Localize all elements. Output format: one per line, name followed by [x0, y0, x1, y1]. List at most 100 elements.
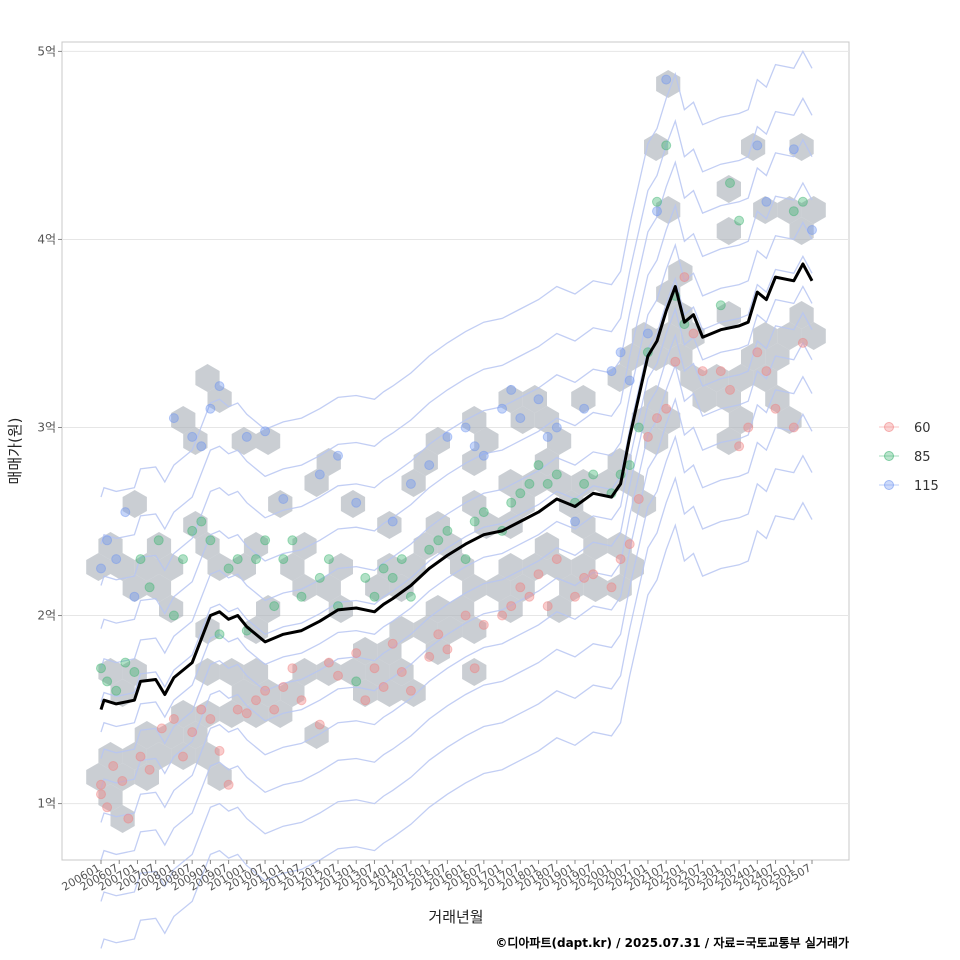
point-60 — [551, 554, 562, 565]
hex-bin — [510, 574, 535, 602]
hex-bin — [547, 553, 572, 581]
hex-bin — [680, 364, 705, 392]
point-60 — [360, 695, 371, 706]
hex-bin — [704, 364, 729, 392]
hex-bin — [207, 553, 232, 581]
point-115 — [497, 403, 508, 414]
point-85 — [214, 629, 225, 640]
point-85 — [542, 478, 553, 489]
density-contour — [100, 341, 813, 789]
point-85 — [360, 572, 371, 583]
density-contour — [100, 412, 813, 861]
hex-bin — [98, 784, 123, 812]
point-60 — [615, 554, 626, 565]
point-60 — [214, 745, 225, 756]
hex-bin — [122, 574, 147, 602]
point-115 — [579, 403, 590, 414]
point-60 — [715, 366, 726, 377]
hex-bin — [146, 574, 172, 602]
point-115 — [624, 375, 635, 386]
hex-bin — [195, 742, 220, 770]
hex-bin — [256, 427, 281, 455]
hex-bin — [98, 532, 123, 560]
legend-item-60[interactable]: 60 — [879, 421, 931, 436]
y-axis-title: 매매가(원) — [6, 418, 24, 485]
hex-bin — [231, 427, 256, 455]
hex-bin — [292, 532, 317, 560]
hex-bin — [377, 679, 402, 707]
trend-line-group — [99, 262, 814, 711]
point-115 — [96, 563, 106, 574]
point-60 — [497, 610, 508, 621]
hex-bins — [86, 70, 826, 833]
density-contour — [100, 97, 813, 545]
point-60 — [725, 384, 735, 395]
y-tick-label: 3억 — [37, 420, 56, 434]
point-85 — [469, 516, 480, 527]
point-85 — [223, 563, 234, 574]
hex-bin — [534, 532, 560, 560]
hex-bin — [656, 196, 681, 224]
point-85 — [579, 478, 590, 489]
density-contour — [100, 255, 813, 703]
point-85 — [269, 601, 280, 612]
point-60 — [144, 764, 155, 775]
point-60 — [117, 776, 128, 786]
hex-bin — [547, 469, 572, 497]
point-85 — [168, 610, 179, 621]
density-contour — [100, 221, 813, 669]
density-contour — [100, 50, 813, 498]
y-tick-label: 4억 — [37, 232, 56, 246]
point-60 — [251, 695, 261, 706]
legend: 60 85 115 — [879, 421, 939, 494]
point-85 — [205, 535, 216, 546]
legend-item-85[interactable]: 85 — [879, 450, 931, 465]
point-60 — [323, 657, 334, 668]
hex-bin — [365, 658, 390, 686]
legend-swatch-85 — [884, 451, 894, 461]
hex-bin — [377, 553, 402, 581]
point-115 — [469, 441, 480, 452]
point-60 — [96, 789, 106, 800]
point-115 — [214, 381, 225, 392]
point-85 — [102, 676, 113, 687]
point-85 — [96, 663, 106, 674]
hex-bin — [304, 469, 329, 497]
point-115 — [205, 403, 216, 414]
hex-bin — [195, 700, 220, 728]
hex-bin — [268, 490, 293, 518]
point-60 — [314, 719, 325, 730]
hex-bin — [619, 553, 644, 581]
point-60 — [269, 704, 280, 715]
point-60 — [168, 714, 179, 724]
hex-bin — [98, 658, 123, 686]
point-85 — [405, 591, 416, 602]
hex-bin — [498, 469, 523, 497]
point-85 — [533, 460, 544, 471]
point-60 — [378, 682, 389, 692]
point-60 — [351, 648, 362, 659]
point-115 — [652, 206, 662, 217]
hex-bin — [583, 532, 608, 560]
point-60 — [506, 601, 517, 612]
hex-bin — [462, 616, 487, 644]
hex-bin — [110, 805, 135, 833]
point-115 — [478, 450, 489, 461]
hex-bin — [547, 427, 572, 455]
hex-bin — [340, 658, 366, 686]
point-115 — [351, 497, 362, 508]
point-85 — [715, 300, 726, 311]
point-60 — [460, 610, 471, 621]
point-115 — [260, 426, 271, 437]
hex-bin — [195, 532, 220, 560]
point-85 — [788, 206, 799, 217]
hex-bin — [292, 658, 317, 686]
legend-item-115[interactable]: 115 — [879, 479, 939, 494]
point-60 — [296, 695, 307, 706]
hex-bin — [340, 490, 366, 518]
point-85 — [287, 535, 298, 546]
point-85 — [260, 535, 271, 546]
density-contour — [100, 501, 813, 949]
hex-bin — [377, 511, 402, 539]
y-tick-label: 2억 — [37, 609, 56, 623]
